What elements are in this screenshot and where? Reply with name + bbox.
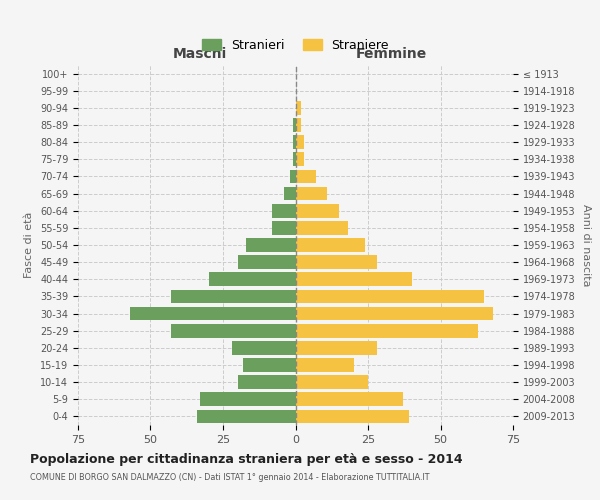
Text: COMUNE DI BORGO SAN DALMAZZO (CN) - Dati ISTAT 1° gennaio 2014 - Elaborazione TU: COMUNE DI BORGO SAN DALMAZZO (CN) - Dati… xyxy=(30,472,430,482)
Bar xyxy=(200,392,296,406)
Bar xyxy=(296,118,301,132)
Y-axis label: Fasce di età: Fasce di età xyxy=(25,212,34,278)
Bar xyxy=(130,306,296,320)
Bar xyxy=(296,341,377,354)
Bar xyxy=(244,358,296,372)
Bar xyxy=(296,392,403,406)
Bar xyxy=(296,238,365,252)
Bar xyxy=(272,204,296,218)
Bar xyxy=(296,152,304,166)
Bar xyxy=(293,152,296,166)
Y-axis label: Anni di nascita: Anni di nascita xyxy=(581,204,591,286)
Bar xyxy=(296,136,304,149)
Bar xyxy=(238,256,296,269)
Bar xyxy=(296,204,339,218)
Text: Maschi: Maschi xyxy=(173,48,227,62)
Bar xyxy=(232,341,296,354)
Bar xyxy=(296,272,412,286)
Bar xyxy=(296,410,409,424)
Bar xyxy=(246,238,296,252)
Bar xyxy=(171,290,296,304)
Bar xyxy=(296,170,316,183)
Bar xyxy=(296,324,478,338)
Bar xyxy=(296,221,348,234)
Bar xyxy=(293,118,296,132)
Bar xyxy=(290,170,296,183)
Bar xyxy=(197,410,296,424)
Bar xyxy=(272,221,296,234)
Bar xyxy=(296,306,493,320)
Text: Femmine: Femmine xyxy=(356,48,427,62)
Bar xyxy=(296,186,328,200)
Bar xyxy=(293,136,296,149)
Bar xyxy=(296,101,301,114)
Bar xyxy=(296,376,368,389)
Bar xyxy=(171,324,296,338)
Bar xyxy=(296,358,353,372)
Bar xyxy=(284,186,296,200)
Bar xyxy=(296,256,377,269)
Bar xyxy=(296,290,484,304)
Bar xyxy=(209,272,296,286)
Bar xyxy=(238,376,296,389)
Legend: Stranieri, Straniere: Stranieri, Straniere xyxy=(198,35,393,56)
Text: Popolazione per cittadinanza straniera per età e sesso - 2014: Popolazione per cittadinanza straniera p… xyxy=(30,452,463,466)
